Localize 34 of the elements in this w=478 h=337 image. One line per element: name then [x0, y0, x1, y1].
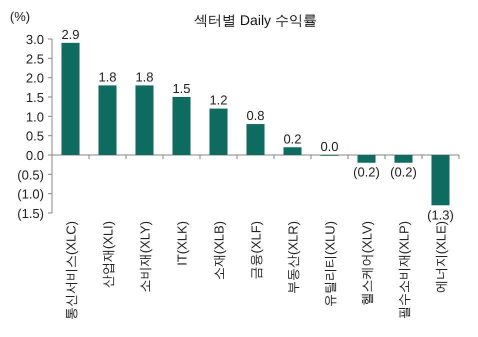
data-label: 0.8 [246, 108, 265, 124]
y-tick-label: 2.0 [26, 70, 44, 86]
data-label: (1.3) [427, 207, 454, 222]
data-label: 1.5 [172, 81, 191, 96]
x-tick-label: 금융(XLF) [248, 221, 264, 280]
chart-title: 섹터별 Daily 수익률 [194, 12, 317, 28]
x-tick-label: 산업재(XLI) [100, 221, 116, 288]
x-tick-label: 헬스케어(XLV) [360, 221, 374, 306]
y-tick-label: 0.5 [26, 128, 44, 144]
x-tick-label: 통신서비스(XLC) [64, 221, 78, 320]
y-axis-title: (%) [10, 9, 30, 24]
x-tick-label: 소비재(XLY) [138, 221, 152, 292]
data-label: 2.9 [61, 26, 80, 42]
x-tick-label: 부동산(XLR) [286, 221, 300, 294]
x-tick-label: 필수소비재(XLP) [396, 221, 412, 320]
y-tick-label: (1.5) [17, 206, 44, 221]
y-tick-label: 1.0 [26, 109, 44, 124]
x-tick-label: 소재(XLB) [212, 221, 226, 280]
data-label: (0.2) [390, 164, 417, 180]
y-tick-label: 2.5 [26, 51, 44, 66]
data-label: 1.8 [98, 69, 117, 84]
x-tick-label: 에너지(XLE) [434, 221, 448, 294]
data-label: 1.8 [135, 69, 154, 84]
data-label: 0.2 [283, 131, 302, 146]
y-tick-label: 1.5 [26, 90, 44, 105]
data-label: 1.2 [209, 92, 228, 108]
y-tick-label: 3.0 [26, 32, 44, 47]
y-tick-label: 0.0 [26, 148, 44, 163]
data-label: (0.2) [353, 164, 380, 180]
x-tick-label: IT(XLK) [174, 221, 190, 266]
y-tick-label: (1.0) [17, 186, 44, 202]
x-tick-label: 유틸리티(XLU) [322, 221, 338, 307]
data-label: 0.0 [320, 139, 339, 154]
y-tick-label: (0.5) [17, 167, 44, 182]
